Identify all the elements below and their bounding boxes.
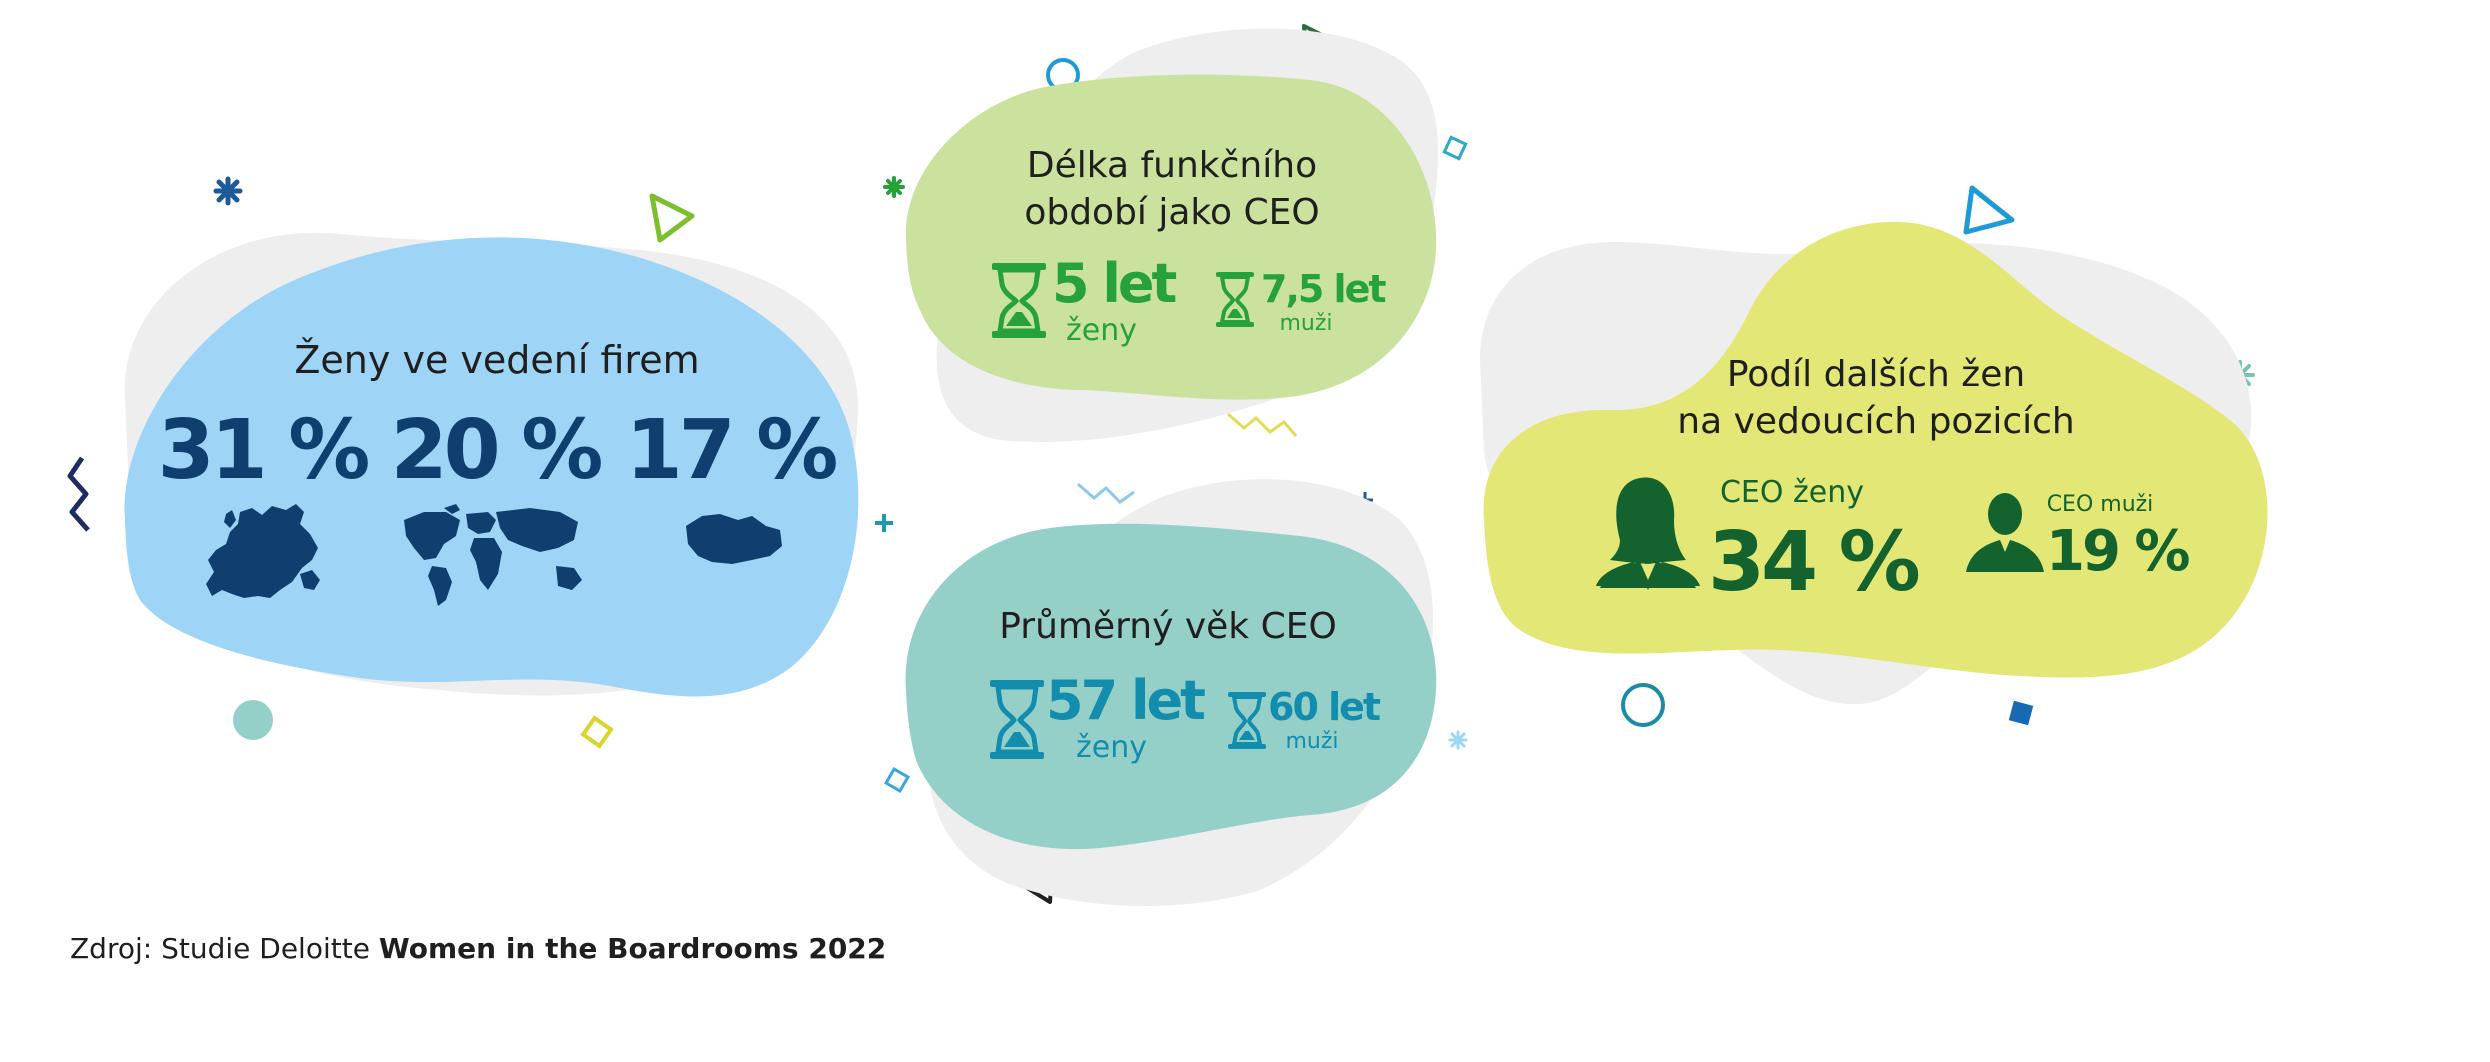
circle-decoration-teal bbox=[233, 700, 273, 740]
women-share-panel: Podíl dalších žen na vedoucích pozicích … bbox=[1480, 221, 2268, 705]
ceo-tenure-panel: Délka funkčního období jako CEO 5 let že… bbox=[905, 28, 1439, 442]
panel-title-line1: Podíl dalších žen bbox=[1727, 354, 2025, 395]
hourglass-icon-large bbox=[992, 263, 1046, 338]
women-tenure-value: 5 let bbox=[1052, 252, 1177, 315]
men-tenure-label: muži bbox=[1279, 311, 1332, 336]
men-age-value: 60 let bbox=[1268, 685, 1381, 729]
zigzag-decoration-lightblue bbox=[1077, 482, 1135, 504]
women-tenure-label: ženy bbox=[1066, 313, 1137, 348]
green-blob bbox=[905, 74, 1437, 400]
stat-value-europe: 31 % bbox=[158, 403, 369, 498]
panel-title: Ženy ve vedení firem bbox=[294, 338, 699, 382]
hourglass-icon-small bbox=[1216, 272, 1254, 327]
panel-title: Průměrný věk CEO bbox=[999, 606, 1337, 647]
europe-map-icon bbox=[206, 504, 320, 598]
women-age-label: ženy bbox=[1076, 730, 1147, 765]
triangle-decoration-green bbox=[649, 193, 695, 243]
men-age-label: muži bbox=[1285, 729, 1338, 754]
stat-value-czechia: 17 % bbox=[626, 403, 837, 498]
diamond-decoration-yellow bbox=[580, 715, 614, 749]
triangle-decoration-blue bbox=[1963, 185, 2015, 235]
men-tenure-value: 7,5 let bbox=[1261, 267, 1386, 311]
stat-value-world: 20 % bbox=[391, 403, 602, 498]
men-ceo-label: CEO muži bbox=[2047, 492, 2154, 517]
women-ceo-value: 34 % bbox=[1708, 515, 1919, 610]
diamond-decoration-teal bbox=[1442, 135, 1468, 161]
women-age-value: 57 let bbox=[1046, 669, 1205, 732]
diamond-decoration-lightblue bbox=[884, 767, 910, 793]
source-note: Zdroj: Studie Deloitte Women in the Boar… bbox=[70, 932, 886, 965]
zigzag-decoration-navy bbox=[67, 456, 90, 532]
diamond-decoration-navyblue bbox=[2008, 700, 2034, 726]
asterisk-decoration-navy bbox=[213, 176, 243, 206]
men-ceo-value: 19 % bbox=[2046, 519, 2189, 584]
asterisk-decoration-green bbox=[883, 176, 905, 198]
teal-blob bbox=[905, 523, 1437, 850]
czechia-map-icon bbox=[686, 514, 782, 564]
hourglass-icon-large bbox=[990, 680, 1044, 759]
businesswoman-icon bbox=[1596, 477, 1700, 590]
source-prefix: Zdroj: Studie Deloitte bbox=[70, 932, 379, 965]
hourglass-icon-small bbox=[1228, 692, 1266, 749]
world-map-icon bbox=[404, 504, 582, 606]
panel-title-line1: Délka funkčního bbox=[1027, 145, 1317, 186]
businessman-icon bbox=[1966, 493, 2044, 572]
panel-title-line2: na vedoucích pozicích bbox=[1677, 401, 2075, 442]
women-ceo-label: CEO ženy bbox=[1720, 475, 1864, 510]
circle-decoration-darkteal bbox=[1621, 683, 1665, 727]
source-study-title: Women in the Boardrooms 2022 bbox=[379, 932, 886, 965]
yellow-blob bbox=[1483, 221, 2268, 678]
zigzag-decoration-yellow bbox=[1227, 412, 1298, 437]
asterisk-decoration-lightblue bbox=[1448, 730, 1468, 750]
women-leadership-panel: Ženy ve vedení firem 31 % 20 % 17 % bbox=[124, 232, 859, 697]
plus-decoration-teal bbox=[875, 514, 893, 532]
ceo-age-panel: Průměrný věk CEO 57 let ženy 60 let muži bbox=[905, 479, 1437, 907]
panel-title-line2: období jako CEO bbox=[1024, 192, 1319, 233]
